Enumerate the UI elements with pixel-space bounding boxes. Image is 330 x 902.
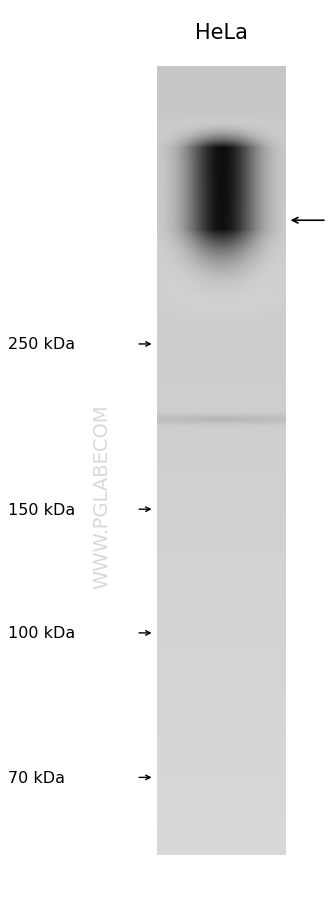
Text: 150 kDa: 150 kDa: [8, 502, 76, 517]
Text: 250 kDa: 250 kDa: [8, 337, 75, 352]
Text: HeLa: HeLa: [195, 23, 248, 42]
Text: WWW.PGLABECOM: WWW.PGLABECOM: [93, 404, 112, 588]
Text: 70 kDa: 70 kDa: [8, 770, 65, 785]
Text: 100 kDa: 100 kDa: [8, 626, 76, 640]
